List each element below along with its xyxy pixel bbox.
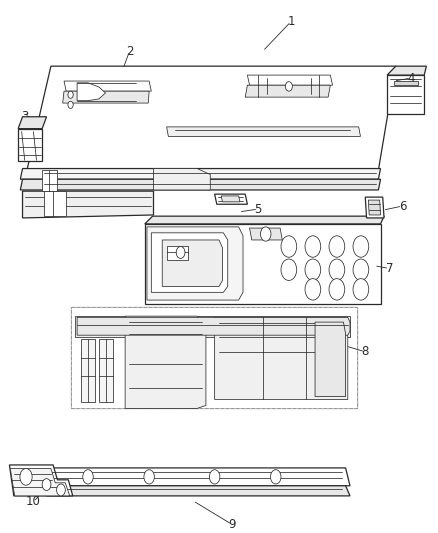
Circle shape — [42, 479, 51, 490]
Circle shape — [209, 470, 220, 484]
Text: 2: 2 — [126, 45, 133, 58]
Polygon shape — [44, 191, 66, 216]
Text: 6: 6 — [399, 199, 406, 213]
Circle shape — [20, 469, 32, 485]
Circle shape — [144, 470, 154, 484]
Polygon shape — [42, 486, 350, 496]
Polygon shape — [221, 196, 240, 202]
Polygon shape — [215, 317, 348, 399]
Circle shape — [261, 227, 271, 241]
Polygon shape — [145, 216, 384, 224]
Circle shape — [353, 279, 369, 300]
Text: 8: 8 — [362, 345, 369, 358]
Circle shape — [329, 236, 345, 257]
Polygon shape — [81, 339, 95, 402]
Circle shape — [68, 91, 73, 98]
Polygon shape — [27, 66, 396, 171]
Polygon shape — [22, 191, 153, 218]
Circle shape — [353, 259, 369, 280]
Polygon shape — [215, 194, 247, 204]
Polygon shape — [64, 81, 151, 91]
Polygon shape — [99, 339, 113, 402]
Circle shape — [176, 246, 185, 259]
Polygon shape — [315, 322, 346, 397]
Polygon shape — [125, 316, 206, 408]
Polygon shape — [42, 171, 57, 191]
Polygon shape — [10, 465, 73, 496]
Polygon shape — [71, 307, 357, 408]
Circle shape — [353, 236, 369, 257]
Polygon shape — [153, 168, 210, 190]
Polygon shape — [71, 307, 357, 408]
Circle shape — [68, 101, 73, 108]
Polygon shape — [77, 317, 350, 335]
Polygon shape — [387, 66, 426, 75]
Polygon shape — [77, 83, 106, 101]
Polygon shape — [166, 246, 188, 260]
Text: 1: 1 — [287, 15, 295, 28]
Polygon shape — [63, 91, 149, 103]
Polygon shape — [75, 316, 350, 337]
Polygon shape — [151, 233, 228, 292]
Circle shape — [83, 470, 93, 484]
Circle shape — [271, 470, 281, 484]
Circle shape — [281, 236, 297, 257]
Polygon shape — [368, 200, 381, 215]
Polygon shape — [394, 81, 418, 85]
Polygon shape — [147, 227, 243, 300]
Polygon shape — [245, 85, 330, 97]
Polygon shape — [20, 168, 381, 179]
Circle shape — [286, 82, 292, 91]
Polygon shape — [387, 75, 424, 114]
Text: 5: 5 — [254, 203, 262, 215]
Text: 7: 7 — [385, 262, 393, 275]
Polygon shape — [247, 75, 332, 85]
Text: 4: 4 — [407, 71, 415, 85]
Circle shape — [305, 259, 321, 280]
Circle shape — [57, 484, 65, 496]
Polygon shape — [18, 128, 42, 161]
Polygon shape — [365, 197, 384, 218]
Polygon shape — [162, 240, 223, 286]
Circle shape — [305, 279, 321, 300]
Polygon shape — [18, 117, 46, 128]
Polygon shape — [20, 179, 381, 190]
Circle shape — [329, 279, 345, 300]
Text: 9: 9 — [228, 518, 236, 531]
Circle shape — [329, 259, 345, 280]
Polygon shape — [11, 469, 70, 496]
Text: 10: 10 — [26, 495, 41, 508]
Circle shape — [305, 236, 321, 257]
Text: 3: 3 — [21, 110, 28, 123]
Polygon shape — [145, 224, 381, 304]
Polygon shape — [42, 468, 350, 486]
Circle shape — [281, 259, 297, 280]
Polygon shape — [166, 127, 360, 136]
Polygon shape — [250, 228, 283, 240]
